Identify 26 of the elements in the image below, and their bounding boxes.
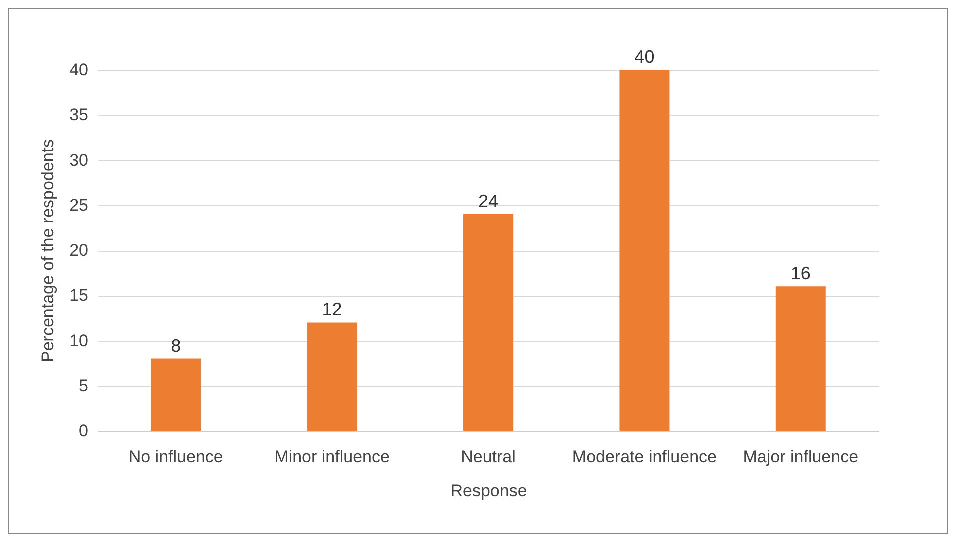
x-tick-label: Major influence — [743, 448, 859, 466]
bar — [464, 214, 514, 431]
y-tick-label: 30 — [70, 150, 88, 170]
y-tick-label: 15 — [70, 286, 88, 306]
y-tick-label: 35 — [70, 106, 88, 125]
y-tick-label: 5 — [79, 376, 88, 396]
y-tick-label: 10 — [70, 331, 88, 350]
bar — [620, 70, 670, 431]
x-axis-title: Response — [450, 482, 528, 500]
y-tick-label: 25 — [70, 196, 88, 215]
x-tick-label: Neutral — [461, 448, 516, 466]
x-tick-label: Moderate influence — [572, 448, 717, 466]
data-label: 16 — [790, 264, 811, 284]
data-label: 8 — [171, 336, 182, 356]
bar — [151, 358, 202, 431]
y-tick-label: 0 — [79, 422, 88, 440]
y-tick-label: 20 — [70, 241, 88, 260]
y-tick-label: 40 — [70, 60, 88, 80]
x-tick-label: Minor influence — [274, 448, 390, 466]
data-label: 12 — [322, 300, 342, 320]
data-label: 24 — [478, 191, 499, 212]
x-tick-label: No influence — [128, 448, 224, 466]
y-axis-title: Percentage of the respodents — [38, 139, 58, 363]
bar — [776, 286, 826, 431]
data-label: 40 — [634, 47, 655, 67]
bar — [307, 322, 358, 431]
